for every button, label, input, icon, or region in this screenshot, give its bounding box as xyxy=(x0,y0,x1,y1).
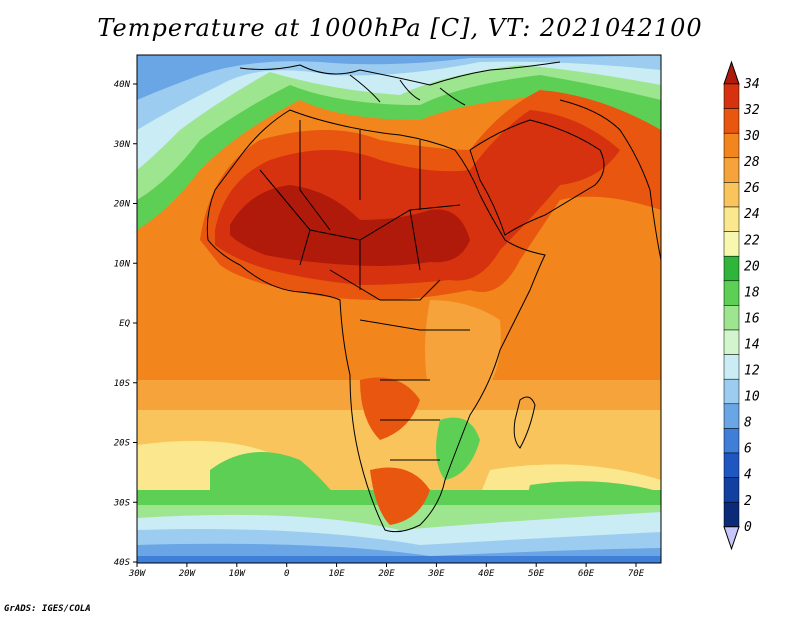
colorbar-segment xyxy=(723,108,740,134)
map-title: Temperature at 1000hPa [C], VT: 20210421… xyxy=(97,14,703,42)
colorbar-segment xyxy=(723,231,740,257)
longitude-axis: 30W 20W 10W 0 10E 20E 30E 40E 50E 60E 70E xyxy=(128,563,645,579)
colorbar-segment xyxy=(723,83,740,109)
lat-tick-label: 10N xyxy=(114,259,131,269)
colorbar-label: 22 xyxy=(744,233,760,248)
lon-tick-label: 50E xyxy=(528,569,545,579)
colorbar-label: 28 xyxy=(744,155,760,170)
colorbar-label: 24 xyxy=(744,207,760,222)
map-frame xyxy=(136,54,662,564)
colorbar-segment xyxy=(723,182,740,208)
colorbar-label: 32 xyxy=(743,103,760,118)
colorbar-label: 30 xyxy=(743,129,760,144)
colorbar-segment xyxy=(723,157,740,183)
colorbar-bottom-arrow xyxy=(723,526,740,551)
lat-tick-label: 10S xyxy=(114,379,131,389)
lat-tick-label: 30S xyxy=(113,498,131,508)
colorbar-label: 4 xyxy=(744,468,752,483)
colorbar-label: 14 xyxy=(744,337,760,352)
colorbar-segment xyxy=(723,354,740,380)
colorbar-segment xyxy=(723,501,740,528)
lon-tick-label: 60E xyxy=(578,569,595,579)
lon-tick-label: 10E xyxy=(328,569,345,579)
colorbar-segment xyxy=(723,378,740,405)
lon-tick-label: 20W xyxy=(179,569,197,579)
lon-tick-label: 30E xyxy=(427,569,445,579)
colorbar-top-arrow xyxy=(723,60,740,85)
colorbar-segment xyxy=(723,329,740,355)
colorbar-segment xyxy=(723,403,740,429)
credit-text: GrADS: IGES/COLA xyxy=(4,604,91,614)
coastlines xyxy=(206,61,661,533)
colorbar-label: 18 xyxy=(744,285,760,300)
colorbar-label: 8 xyxy=(744,416,752,431)
lat-tick-label: 20S xyxy=(114,439,131,449)
lat-tick-label: 20N xyxy=(114,200,131,210)
lat-tick-label: EQ xyxy=(119,319,130,329)
colorbar-segment xyxy=(723,280,740,306)
lat-tick-label: 30N xyxy=(113,140,131,150)
colorbar-label: 16 xyxy=(744,311,760,326)
colorbar-segment xyxy=(723,428,740,454)
colorbar-label: 0 xyxy=(744,520,752,535)
colorbar-label: 10 xyxy=(744,390,760,405)
colorbar-label: 34 xyxy=(743,77,760,92)
colorbar-label: 12 xyxy=(744,364,760,379)
colorbar-segment xyxy=(723,132,740,159)
colorbar-segment xyxy=(723,206,740,232)
colorbar-label: 6 xyxy=(744,442,752,457)
colorbar-label: 20 xyxy=(744,259,760,274)
lat-tick-label: 40S xyxy=(114,558,131,568)
lon-tick-label: 40E xyxy=(478,569,495,579)
latitude-axis: 40N 30N 20N 10N EQ 10S 20S 30S 40S xyxy=(113,80,137,568)
colorbar-label: 26 xyxy=(744,181,760,196)
colorbar-segment xyxy=(723,452,740,478)
lon-tick-label: 10W xyxy=(229,569,247,579)
lon-tick-label: 70E xyxy=(628,569,645,579)
colorbar-segment xyxy=(723,305,740,331)
colorbar-segment xyxy=(723,255,740,282)
temperature-field xyxy=(137,55,661,563)
colorbar-segment xyxy=(723,477,740,503)
lat-tick-label: 40N xyxy=(114,80,131,90)
lon-tick-label: 0 xyxy=(284,569,289,579)
colorbar-label: 2 xyxy=(744,494,752,509)
lon-tick-label: 30W xyxy=(128,569,147,579)
lon-tick-label: 20E xyxy=(378,569,395,579)
